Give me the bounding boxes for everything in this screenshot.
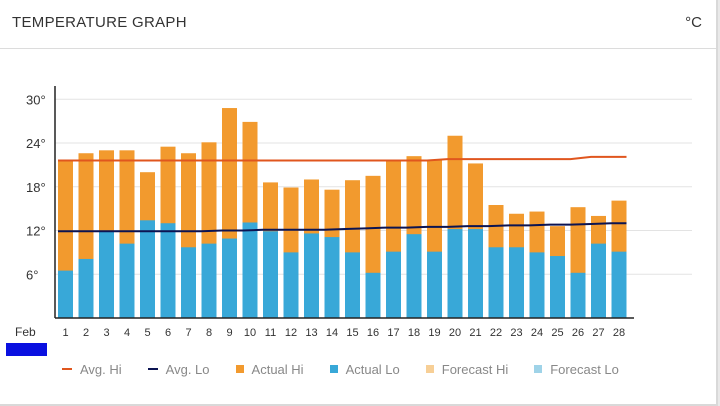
x-tick-label: 20 (449, 327, 461, 339)
x-tick-label: 19 (428, 327, 440, 339)
legend-item[interactable]: Forecast Hi (425, 361, 509, 377)
actual-lo-bar[interactable] (324, 237, 340, 318)
actual-lo-bar[interactable] (488, 247, 504, 318)
y-tick-label: 6° (26, 267, 38, 282)
legend-label: Actual Lo (345, 361, 400, 377)
actual-lo-bar[interactable] (570, 272, 586, 318)
y-tick-label: 30° (26, 92, 46, 107)
actual-lo-bar[interactable] (119, 243, 135, 318)
actual-lo-bar[interactable] (222, 238, 237, 318)
actual-lo-bar[interactable] (468, 229, 483, 318)
x-tick-label: 21 (469, 327, 481, 339)
actual-lo-bar[interactable] (283, 252, 299, 318)
x-tick-label: 22 (490, 327, 502, 339)
actual-lo-bar[interactable] (365, 272, 381, 318)
actual-lo-bar[interactable] (78, 258, 94, 318)
x-tick-label: 14 (326, 327, 338, 339)
actual-lo-bar[interactable] (140, 220, 155, 318)
x-tick-label: 12 (285, 327, 297, 339)
legend-item[interactable]: Forecast Lo (534, 362, 619, 377)
actual-lo-bar[interactable] (304, 233, 319, 318)
card-header: TEMPERATURE GRAPH °C (0, 0, 716, 49)
actual-lo-bar[interactable] (406, 234, 422, 318)
actual-lo-bar[interactable] (263, 231, 278, 318)
x-tick-label: 24 (531, 327, 543, 339)
x-tick-label: 3 (103, 327, 109, 339)
actual-lo-bar[interactable] (181, 247, 196, 318)
month-label: Feb (15, 325, 36, 339)
chart-legend: Avg. Hi Avg. Lo Actual Hi Actual Lo Forecast… (62, 360, 645, 378)
legend-label: Forecast Hi (441, 361, 509, 377)
x-tick-label: 1 (62, 327, 68, 339)
x-tick-label: 27 (592, 327, 604, 339)
x-tick-label: 6 (165, 327, 171, 339)
actual-lo-bar[interactable] (591, 243, 606, 318)
x-tick-label: 4 (124, 327, 130, 339)
unit-toggle[interactable]: °C (685, 14, 702, 31)
x-tick-label: 26 (572, 327, 584, 339)
legend-item[interactable]: Actual Hi (235, 361, 304, 377)
legend-swatch (235, 365, 244, 373)
x-tick-label: 13 (305, 327, 317, 339)
actual-lo-bar[interactable] (201, 243, 217, 318)
legend-swatch (425, 365, 434, 373)
legend-item[interactable]: Avg. Lo (147, 361, 210, 377)
actual-lo-bar[interactable] (345, 252, 360, 318)
y-tick-label: 24° (26, 136, 46, 151)
actual-lo-bar[interactable] (99, 231, 114, 318)
x-tick-label: 17 (387, 327, 399, 339)
x-tick-label: 8 (206, 327, 212, 339)
legend-item[interactable]: Avg. Hi (62, 362, 122, 377)
avg-lo-line (58, 222, 627, 233)
x-tick-label: 10 (244, 327, 256, 339)
actual-lo-bar[interactable] (509, 247, 524, 318)
x-tick-label: 28 (613, 327, 625, 339)
actual-lo-bar[interactable] (550, 256, 565, 318)
graph-title: TEMPERATURE GRAPH (12, 14, 187, 31)
legend-swatch (62, 368, 72, 370)
legend-swatch (329, 365, 338, 373)
x-tick-label: 25 (551, 327, 563, 339)
x-tick-label: 15 (346, 327, 358, 339)
x-tick-label: 18 (408, 327, 420, 339)
actual-lo-bar[interactable] (386, 251, 401, 318)
actual-lo-bar[interactable] (529, 252, 545, 318)
legend-item[interactable]: Actual Lo (329, 361, 400, 377)
legend-label: Forecast Lo (550, 361, 619, 377)
actual-lo-bar[interactable] (242, 222, 258, 318)
x-tick-label: 7 (185, 327, 191, 339)
x-tick-label: 5 (144, 327, 150, 339)
actual-lo-bar[interactable] (611, 251, 627, 318)
legend-swatch (147, 368, 158, 370)
x-tick-label: 2 (83, 327, 89, 339)
x-tick-label: 16 (367, 327, 379, 339)
legend-label: Avg. Hi (80, 361, 122, 377)
x-tick-label: 23 (510, 327, 522, 339)
avg-hi-line (58, 155, 627, 162)
legend-label: Actual Hi (251, 361, 304, 377)
y-tick-label: 18° (26, 180, 46, 195)
actual-lo-bar[interactable] (447, 229, 463, 318)
legend-swatch (534, 365, 543, 373)
actual-lo-bar[interactable] (160, 223, 176, 318)
x-tick-label: 11 (265, 327, 276, 339)
actual-lo-bar[interactable] (427, 251, 442, 318)
actual-lo-bar[interactable] (58, 270, 73, 318)
temperature-chart: 6°12°18°24°30°Feb 1 2 3 4 5 6 7 8 9 10 11 12 13 14 15 16… (15, 86, 692, 339)
x-tick-label: 9 (226, 327, 232, 339)
month-highlight-marker (6, 343, 47, 356)
legend-label: Avg. Lo (165, 361, 210, 377)
y-tick-label: 12° (26, 224, 46, 239)
